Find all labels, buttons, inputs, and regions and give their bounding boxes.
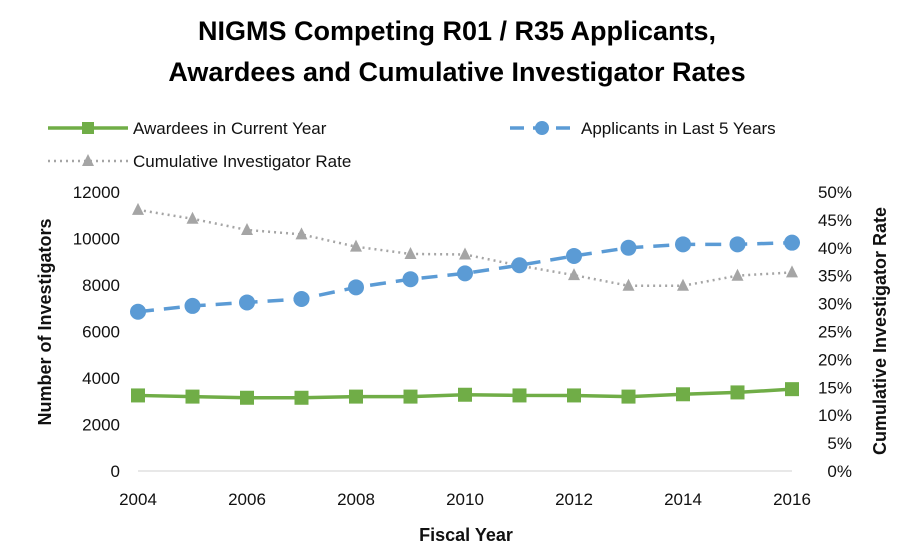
data-point-applicants-in-last-5-years xyxy=(184,297,201,314)
x-tick-label: 2006 xyxy=(228,490,266,509)
y2-tick-label: 20% xyxy=(818,350,852,369)
data-point-cumulative-investigator-rate xyxy=(786,265,798,278)
y2-tick-label: 30% xyxy=(818,295,852,314)
data-point-applicants-in-last-5-years xyxy=(566,247,582,264)
legend-item-awardees: Awardees in Current Year xyxy=(48,119,327,138)
x-tick-label: 2014 xyxy=(664,490,702,509)
data-point-applicants-in-last-5-years xyxy=(402,271,419,288)
y2-tick-label: 50% xyxy=(818,183,852,202)
y-axis-title: Number of Investigators xyxy=(35,218,55,425)
data-point-cumulative-investigator-rate xyxy=(295,227,308,240)
y2-tick-label: 15% xyxy=(818,378,852,397)
y2-tick-label: 5% xyxy=(827,434,852,453)
data-point-applicants-in-last-5-years xyxy=(675,236,691,253)
legend-item-applicants: Applicants in Last 5 Years xyxy=(510,119,776,138)
plot-area xyxy=(130,202,800,405)
data-point-awardees-in-current-year xyxy=(294,390,309,405)
data-point-awardees-in-current-year xyxy=(785,382,799,397)
y-tick-label: 4000 xyxy=(82,369,120,388)
chart-title-line-1: NIGMS Competing R01 / R35 Applicants, xyxy=(197,16,717,46)
y-tick-label: 0 xyxy=(111,462,120,481)
tick-labels: 0 2000 4000 6000 8000 10000 12000 0% 5% 10% 15% 20%… xyxy=(73,183,852,509)
data-point-cumulative-investigator-rate xyxy=(731,268,744,281)
data-point-applicants-in-last-5-years xyxy=(729,236,746,253)
y2-tick-label: 0% xyxy=(827,462,852,481)
x-tick-label: 2012 xyxy=(555,490,593,509)
legend-triangle-marker-icon xyxy=(82,154,94,166)
data-point-awardees-in-current-year xyxy=(131,388,145,403)
data-point-applicants-in-last-5-years xyxy=(620,239,637,256)
data-point-awardees-in-current-year xyxy=(567,388,581,403)
data-point-cumulative-investigator-rate xyxy=(350,239,362,252)
y-tick-label: 8000 xyxy=(82,276,120,295)
legend-label-applicants: Applicants in Last 5 Years xyxy=(581,119,776,138)
data-point-awardees-in-current-year xyxy=(676,387,690,402)
x-tick-label: 2010 xyxy=(446,490,484,509)
data-point-cumulative-investigator-rate xyxy=(404,246,417,259)
y2-tick-label: 25% xyxy=(818,323,852,342)
y-tick-label: 6000 xyxy=(82,323,120,342)
data-point-cumulative-investigator-rate xyxy=(568,268,580,281)
x-axis-title: Fiscal Year xyxy=(419,525,513,545)
data-point-cumulative-investigator-rate xyxy=(186,211,199,224)
data-point-awardees-in-current-year xyxy=(621,389,636,404)
x-tick-label: 2016 xyxy=(773,490,811,509)
data-point-cumulative-investigator-rate xyxy=(677,278,689,291)
data-point-awardees-in-current-year xyxy=(458,387,472,402)
data-point-awardees-in-current-year xyxy=(240,390,254,405)
legend-label-rate: Cumulative Investigator Rate xyxy=(133,152,351,171)
data-point-cumulative-investigator-rate xyxy=(132,202,144,215)
data-point-cumulative-investigator-rate xyxy=(459,247,471,260)
data-point-applicants-in-last-5-years xyxy=(130,303,146,320)
x-tick-label: 2004 xyxy=(119,490,157,509)
y2-tick-label: 40% xyxy=(818,239,852,258)
legend-item-rate: Cumulative Investigator Rate xyxy=(48,152,351,171)
legend: Awardees in Current Year Applicants in L… xyxy=(48,119,776,171)
legend-label-awardees: Awardees in Current Year xyxy=(133,119,327,138)
data-point-applicants-in-last-5-years xyxy=(511,257,528,274)
data-point-applicants-in-last-5-years xyxy=(348,279,364,296)
data-point-awardees-in-current-year xyxy=(512,388,527,403)
y2-axis-title: Cumulative Investigator Rate xyxy=(870,207,890,455)
data-point-applicants-in-last-5-years xyxy=(784,234,800,251)
y-tick-label: 10000 xyxy=(73,230,120,249)
y-tick-label: 12000 xyxy=(73,183,120,202)
y-tick-label: 2000 xyxy=(82,416,120,435)
legend-circle-marker-icon xyxy=(535,121,549,135)
data-point-applicants-in-last-5-years xyxy=(457,265,473,282)
data-point-applicants-in-last-5-years xyxy=(293,290,310,307)
data-point-awardees-in-current-year xyxy=(403,389,418,404)
x-tick-label: 2008 xyxy=(337,490,375,509)
data-point-cumulative-investigator-rate xyxy=(241,222,253,235)
legend-square-marker-icon xyxy=(82,122,94,134)
y2-tick-label: 45% xyxy=(818,211,852,230)
y2-tick-label: 10% xyxy=(818,406,852,425)
data-point-awardees-in-current-year xyxy=(185,389,200,404)
data-point-awardees-in-current-year xyxy=(730,385,745,400)
y2-tick-label: 35% xyxy=(818,267,852,286)
data-point-applicants-in-last-5-years xyxy=(239,294,255,311)
data-point-awardees-in-current-year xyxy=(349,389,363,404)
data-point-cumulative-investigator-rate xyxy=(622,278,635,291)
chart-title-line-2: Awardees and Cumulative Investigator Rat… xyxy=(168,57,746,87)
